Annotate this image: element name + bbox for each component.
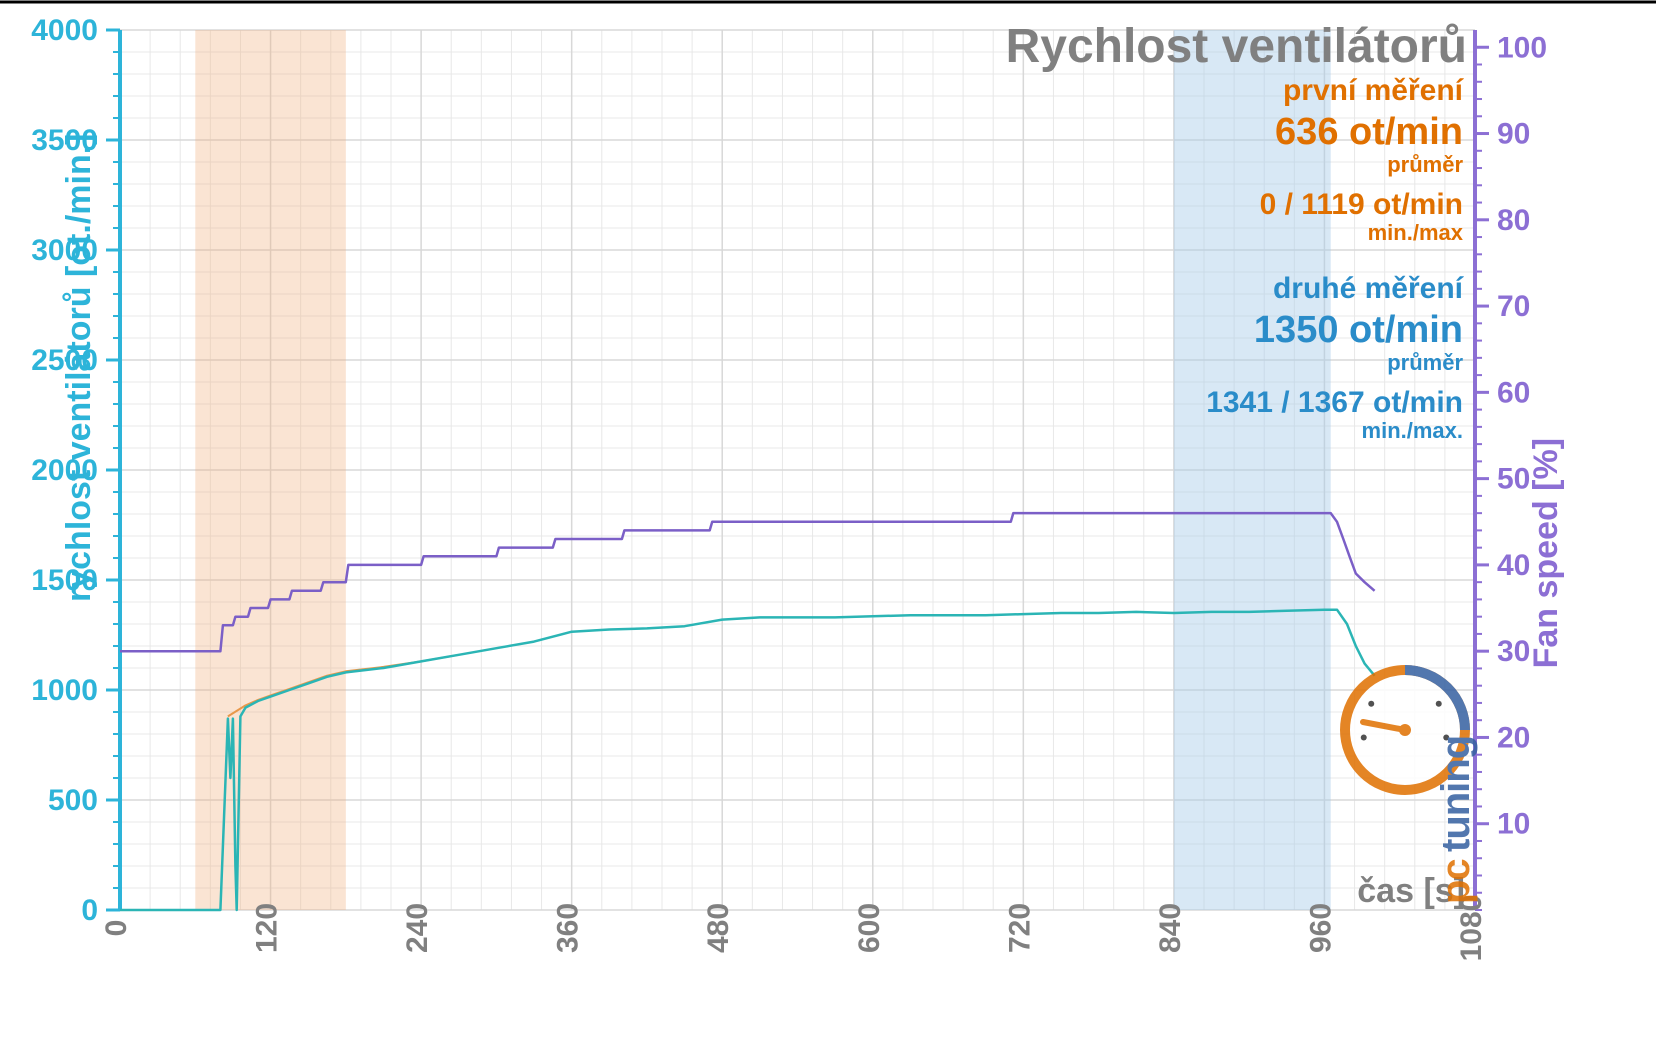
x-tick-label: 0 (100, 920, 133, 937)
fan-speed-chart: 05001000150020002500300035004000rychlost… (0, 0, 1656, 1044)
x-tick-label: 240 (401, 903, 434, 953)
y2-tick-label: 40 (1497, 549, 1530, 582)
ann1-value-sub: průměr (1387, 152, 1463, 177)
x-tick-label: 600 (853, 903, 886, 953)
ann1-range-sub: min./max (1368, 220, 1464, 245)
x-tick-label: 720 (1003, 903, 1036, 953)
y1-tick-label: 0 (81, 894, 98, 927)
y2-axis-label: Fan speed [%] (1527, 438, 1565, 668)
zone-first (195, 30, 346, 910)
y2-tick-label: 10 (1497, 808, 1530, 841)
y1-axis-label: rychlost ventilátorů [ot./min.] (60, 134, 98, 602)
zone-second (1174, 30, 1331, 910)
ann1-range: 0 / 1119 ot/min (1260, 188, 1463, 221)
y2-tick-label: 80 (1497, 204, 1530, 237)
x-tick-label: 360 (552, 903, 585, 953)
y2-tick-label: 60 (1497, 376, 1530, 409)
x-tick-label: 120 (251, 903, 284, 953)
ann1-header: první měření (1283, 74, 1465, 107)
y1-tick-label: 4000 (31, 14, 98, 47)
y1-tick-label: 500 (48, 784, 98, 817)
ann2-range: 1341 / 1367 ot/min (1206, 386, 1463, 419)
y1-tick-label: 1000 (31, 674, 98, 707)
y2-tick-label: 70 (1497, 290, 1530, 323)
logo-text-tuning: tuning (1434, 736, 1478, 852)
logo-text-pc: pc (1434, 859, 1478, 904)
ann2-range-sub: min./max. (1362, 418, 1463, 443)
y2-tick-label: 20 (1497, 721, 1530, 754)
ann2-value: 1350 ot/min (1254, 309, 1463, 351)
chart-title: Rychlost ventilátorů (1006, 20, 1467, 73)
y2-tick-label: 30 (1497, 635, 1530, 668)
x-tick-label: 960 (1304, 903, 1337, 953)
ann1-value: 636 ot/min (1275, 111, 1463, 153)
x-tick-label: 840 (1154, 903, 1187, 953)
x-tick-label: 480 (702, 903, 735, 953)
ann2-value-sub: průměr (1387, 350, 1463, 375)
y2-tick-label: 100 (1497, 31, 1547, 64)
y2-tick-label: 50 (1497, 463, 1530, 496)
y2-tick-label: 90 (1497, 118, 1530, 151)
ann2-header: druhé měření (1273, 272, 1465, 305)
